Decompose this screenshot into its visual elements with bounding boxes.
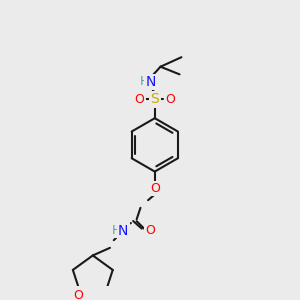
Text: H: H: [140, 76, 149, 88]
Text: O: O: [145, 224, 155, 237]
Text: O: O: [74, 289, 83, 300]
Text: S: S: [150, 92, 159, 106]
Text: O: O: [150, 182, 160, 195]
Text: O: O: [165, 93, 175, 106]
Text: N: N: [146, 75, 156, 89]
Text: N: N: [118, 224, 128, 238]
Text: H: H: [112, 224, 121, 237]
Text: O: O: [135, 93, 145, 106]
